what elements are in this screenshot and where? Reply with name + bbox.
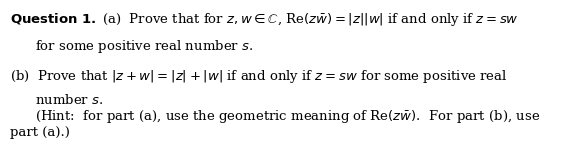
Text: part (a).): part (a).) [10, 126, 70, 139]
Text: $\mathbf{Question\ 1.}$ (a)  Prove that for $z, w \in \mathbb{C}$, Re$(z\bar{w}): $\mathbf{Question\ 1.}$ (a) Prove that f… [10, 11, 519, 28]
Text: for some positive real number $s$.: for some positive real number $s$. [35, 38, 253, 55]
Text: number $s$.: number $s$. [35, 93, 103, 107]
Text: (b)  Prove that $|z + w| = |z| + |w|$ if and only if $z = sw$ for some positive : (b) Prove that $|z + w| = |z| + |w|$ if … [10, 67, 507, 84]
Text: (Hint:  for part (a), use the geometric meaning of Re$(z\bar{w})$.  For part (b): (Hint: for part (a), use the geometric m… [35, 108, 540, 126]
